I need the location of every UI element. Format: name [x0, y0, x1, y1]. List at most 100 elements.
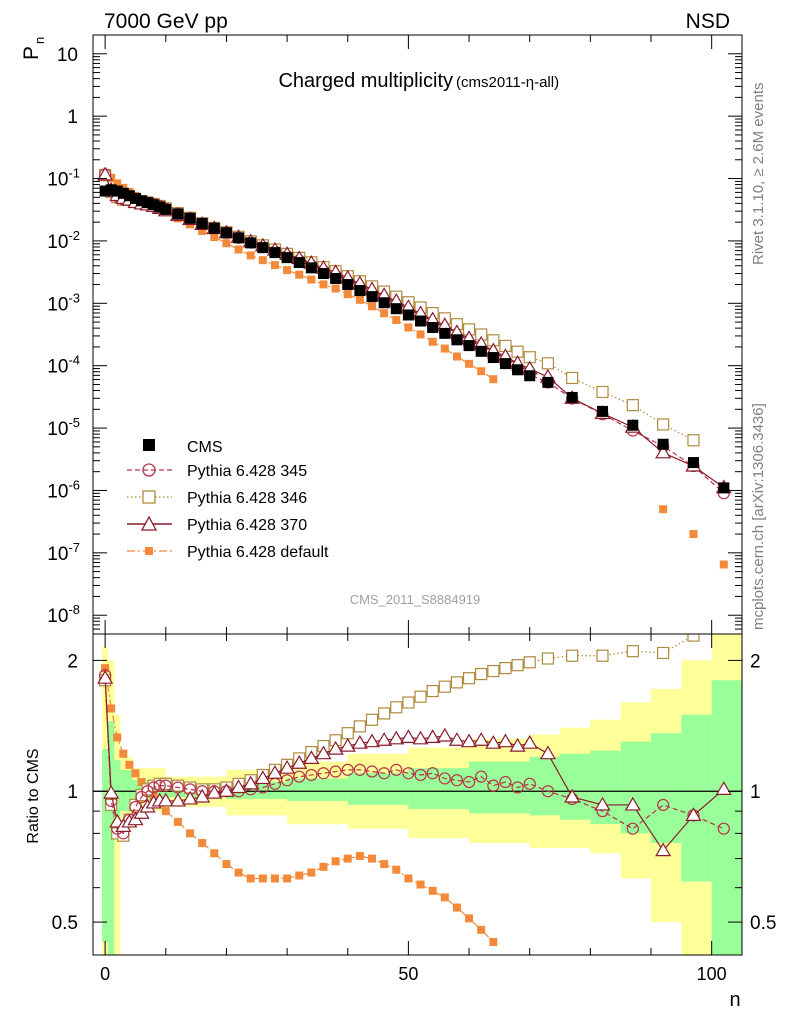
band-green-bin-10 — [469, 761, 530, 814]
ratio-point-p346-46 — [687, 634, 700, 642]
y-ratio-tick-label-right-1: 1 — [750, 782, 761, 803]
ratio-point-pdef-4 — [125, 760, 134, 769]
main-point-cms-32 — [427, 321, 439, 333]
ratio-point-p370-30 — [400, 729, 417, 743]
y-axis-label-ratio: Ratio to CMS — [25, 748, 42, 843]
main-point-cms-45 — [657, 438, 669, 450]
y-main-tick-label-5: 10-4 — [47, 353, 80, 378]
ratio-point-p370-42 — [564, 788, 581, 803]
ratio-point-p346-27 — [365, 713, 379, 726]
legend-marker-p346 — [142, 490, 156, 504]
ratio-point-p346-40 — [523, 656, 536, 669]
main-point-cms-29 — [390, 303, 402, 315]
band-green-bin-2 — [114, 759, 121, 829]
main-point-cms-47 — [718, 482, 730, 494]
main-point-p370-45 — [655, 444, 672, 459]
band-green-bin-17 — [711, 680, 742, 955]
main-point-pdef-29 — [392, 315, 401, 324]
axes: 0 50 100 10 1 10-1 10-2 10-3 10-4 10-5 10-6 10-7 10-… — [47, 34, 776, 984]
ratio-point-pdef-26 — [355, 851, 364, 860]
y-ratio-tick-label-right-2: 2 — [750, 651, 761, 672]
main-point-p346-44 — [626, 399, 639, 412]
main-point-cms-5 — [129, 192, 141, 204]
ratio-point-p370-22 — [303, 750, 320, 764]
ratio-point-pdef-33 — [440, 893, 449, 902]
main-point-cms-35 — [463, 340, 475, 352]
ratio-point-p370-28 — [376, 732, 393, 746]
y-ratio-tick-label-left-2: 2 — [67, 651, 78, 672]
legend-label-pdef: Pythia 6.428 default — [187, 544, 329, 561]
main-point-pdef-34 — [452, 352, 461, 361]
ratio-point-p370-27 — [363, 733, 381, 748]
ratio-point-pdef-15 — [222, 860, 231, 869]
ratio-point-p370-23 — [315, 745, 332, 760]
ratio-point-pdef-29 — [392, 865, 401, 874]
band-green-bin-16 — [681, 714, 712, 882]
legend-label-p345: Pythia 6.428 345 — [187, 463, 307, 480]
ratio-point-p346-35 — [462, 672, 476, 685]
main-point-cms-11 — [172, 208, 184, 220]
main-point-cms-7 — [142, 197, 154, 209]
ratio-point-pdef-14 — [210, 849, 219, 858]
ratio-point-pdef-16 — [234, 868, 243, 877]
main-point-cms-27 — [366, 291, 378, 303]
y-main-tick-label-8: 10-7 — [47, 540, 80, 565]
ratio-point-p370-46 — [685, 807, 702, 821]
ratio-point-p345-37 — [487, 779, 500, 792]
ratio-point-pdef-30 — [404, 874, 413, 883]
ratio-point-p346-25 — [341, 727, 354, 740]
ratio-point-pdef-17 — [246, 874, 255, 883]
y-main-tick-label-4: 10-3 — [47, 290, 80, 315]
ratio-point-p346-42 — [566, 649, 579, 662]
header-energy-label: 7000 GeV pp — [104, 10, 228, 33]
main-point-cms-3 — [117, 187, 129, 199]
y-main-tick-label-2: 10-1 — [47, 166, 80, 191]
ratio-point-pdef-18 — [258, 874, 267, 883]
ratio-point-p345-26 — [353, 763, 366, 776]
y-axis-label-main-subscript: n — [32, 37, 47, 44]
y-ratio-tick-label-left-0: 0.5 — [52, 913, 78, 934]
main-point-cms-19 — [269, 247, 281, 259]
ratio-point-pdef-19 — [270, 874, 279, 883]
ratio-point-p345-22 — [305, 768, 318, 782]
ratio-point-p345-33 — [438, 772, 451, 785]
main-point-cms-8 — [148, 199, 160, 211]
main-point-cms-6 — [136, 195, 148, 207]
ratio-point-p345-23 — [317, 767, 330, 780]
main-point-cms-42 — [566, 391, 578, 403]
legend-label-cms: CMS — [187, 439, 223, 456]
ratio-point-pdef-32 — [428, 886, 437, 895]
ratio-point-pdef-13 — [198, 839, 207, 848]
main-point-p346-45 — [657, 418, 670, 431]
ratio-point-p346-45 — [657, 646, 670, 660]
main-point-pdef-24 — [331, 284, 340, 293]
band-green-bin-12 — [560, 753, 591, 820]
ratio-point-pdef-31 — [416, 880, 425, 889]
ratio-point-p370-17 — [242, 775, 259, 790]
legend-label-p370: Pythia 6.428 370 — [187, 517, 307, 534]
ratio-point-p370-37 — [485, 734, 502, 749]
ratio-point-p370-26 — [351, 734, 368, 749]
main-point-cms-34 — [451, 334, 463, 346]
main-point-pdef-13 — [198, 226, 207, 235]
ratio-point-pdef-2 — [113, 733, 122, 742]
band-green-bin-13 — [590, 750, 621, 825]
mcplots-label: mcplots.cern.ch [arXiv:1306.3436] — [750, 403, 767, 630]
ratio-point-p370-20 — [279, 759, 296, 774]
ratio-point-pdef-5 — [131, 769, 140, 778]
main-point-pdef-32 — [428, 337, 437, 346]
ratio-point-pdef-0 — [101, 664, 110, 673]
main-point-pdef-19 — [270, 261, 279, 270]
x-axis-label: n — [729, 989, 740, 1011]
main-point-pdef-36 — [477, 367, 486, 376]
ratio-point-p370-29 — [388, 730, 405, 745]
main-point-pdef-2 — [113, 179, 122, 188]
main-point-pdef-tail-1 — [689, 530, 698, 539]
uncertainty-bands — [102, 634, 742, 955]
ratio-point-p370-40 — [521, 734, 538, 749]
ratio-point-pdef-23 — [319, 862, 328, 871]
main-point-cms-20 — [281, 252, 293, 264]
ratio-point-pdef-35 — [465, 914, 474, 923]
y-main-tick-label-0: 10 — [57, 45, 78, 66]
main-point-cms-23 — [317, 268, 329, 280]
